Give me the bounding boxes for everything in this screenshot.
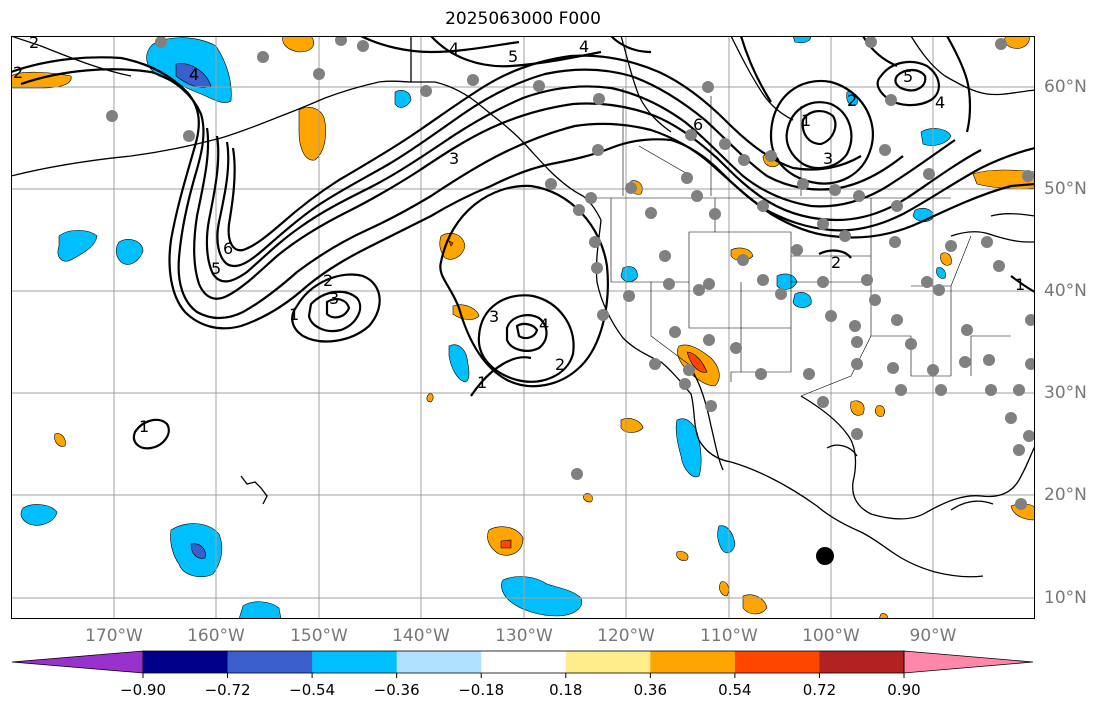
contour-label: 2	[847, 91, 857, 110]
station-markers	[106, 36, 1035, 510]
contour-label: 2	[323, 271, 333, 290]
colorbar-segment	[312, 651, 398, 673]
lat-label: 60°N	[1044, 77, 1087, 97]
colorbar-ticks: −0.90 −0.72 −0.54 −0.36 −0.18 0.18 0.36 0.54 0.7…	[120, 673, 921, 699]
map-title: 2025063000 F000	[445, 9, 601, 29]
colorbar-tick-label: −0.18	[458, 681, 504, 699]
contour-label: 4	[189, 65, 199, 84]
contour-label: 5	[903, 67, 913, 86]
lat-label: 50°N	[1044, 179, 1087, 199]
contour-label: 5	[508, 47, 518, 66]
contour-label: 3	[823, 149, 833, 168]
contour-label: 6	[693, 115, 703, 134]
colorbar-tick-label: 0.18	[549, 681, 582, 699]
contour-label: 6	[223, 239, 233, 258]
lon-label: 120°W	[597, 626, 655, 646]
colorbar-tick-label: 0.72	[803, 681, 836, 699]
colorbar-segment	[143, 651, 229, 673]
isolines	[11, 36, 1035, 450]
colorbar-segment	[734, 651, 820, 673]
lon-label: 90°W	[909, 626, 957, 646]
colorbar-frame	[142, 650, 905, 674]
contour-label: 2	[555, 355, 565, 374]
colorbar-segment	[565, 651, 651, 673]
colorbar-extend-high	[903, 650, 1034, 674]
colorbar-tick-label: −0.90	[120, 681, 166, 699]
map-frame	[11, 36, 1035, 619]
colorbar-segment	[481, 651, 567, 673]
lat-label: 20°N	[1044, 485, 1087, 505]
colorbar-segment	[819, 651, 905, 673]
colorbar-segment	[227, 651, 313, 673]
contour-label: 1	[477, 373, 487, 392]
contour-label: 4	[449, 39, 459, 58]
contour-label: 1	[289, 305, 299, 324]
lon-label: 110°W	[700, 626, 758, 646]
contour-label: 2	[831, 253, 841, 272]
contour-label: 4	[539, 315, 549, 334]
colorbar-tick-label: 0.54	[718, 681, 751, 699]
lon-label: 100°W	[802, 626, 860, 646]
lon-label: 160°W	[187, 626, 245, 646]
colorbar-tick-label: −0.36	[374, 681, 420, 699]
colorbar-tick-label: 0.36	[634, 681, 667, 699]
lon-label: 130°W	[495, 626, 553, 646]
contour-labels: 2 2 4 5 4 4 5 4 3 6 3 2 1 6 5 2 3 1 3 4 …	[13, 36, 1025, 436]
colorbar-tick-label: −0.72	[205, 681, 251, 699]
lat-label: 10°N	[1044, 588, 1087, 608]
colorbar-tick-label: 0.90	[887, 681, 920, 699]
contour-label: 1	[801, 111, 811, 130]
contour-label: 5	[211, 259, 221, 278]
colorbar: −0.90 −0.72 −0.54 −0.36 −0.18 0.18 0.36 0.54 0.7…	[11, 650, 1034, 699]
lon-label: 150°W	[290, 626, 348, 646]
contour-label: 1	[1015, 275, 1025, 294]
weather-map: 2 2 4 5 4 4 5 4 3 6 3 2 1 6 5 2 3 1 3 4 …	[11, 36, 1035, 619]
lat-label: 40°N	[1044, 281, 1087, 301]
contour-label: 3	[489, 307, 499, 326]
contour-label: 4	[579, 37, 589, 56]
contour-label: 3	[449, 149, 459, 168]
colorbar-tick-label: −0.54	[289, 681, 335, 699]
colorbar-segment	[396, 651, 482, 673]
contour-label: 3	[329, 289, 339, 308]
colorbar-extend-low	[11, 650, 144, 674]
colorbar-segments	[11, 650, 1034, 674]
contour-label: 2	[13, 63, 23, 82]
lat-label: 30°N	[1044, 383, 1087, 403]
contour-label: 1	[139, 417, 149, 436]
colorbar-segment	[650, 651, 736, 673]
lon-label: 170°W	[85, 626, 143, 646]
contour-label: 4	[935, 93, 945, 112]
lon-label: 140°W	[392, 626, 450, 646]
contour-label: 2	[29, 36, 39, 52]
tropical-marker	[816, 547, 834, 565]
